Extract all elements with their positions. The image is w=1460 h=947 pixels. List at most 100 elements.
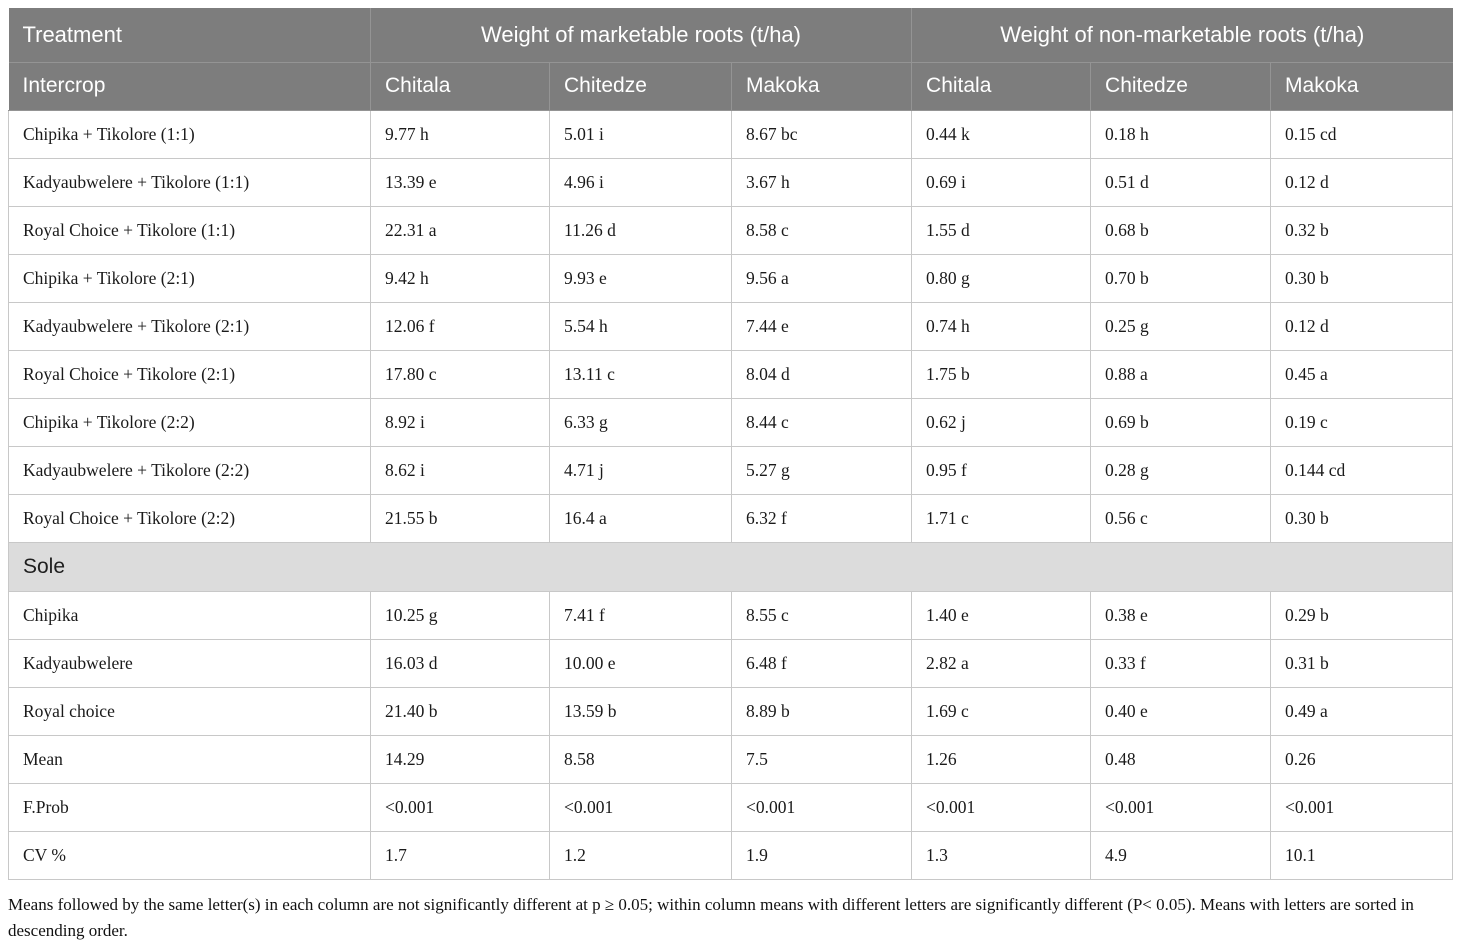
value-cell: 0.12 d (1270, 301, 1454, 351)
treatment-cell: Kadyaubwelere + Tikolore (1:1) (8, 157, 371, 207)
table-row: Chipika 10.25 g 7.41 f 8.55 c 1.40 e 0.3… (8, 590, 1454, 640)
value-cell: 16.4 a (549, 493, 732, 543)
table-row: Kadyaubwelere + Tikolore (2:2) 8.62 i 4.… (8, 445, 1454, 495)
value-cell: 0.15 cd (1270, 109, 1454, 159)
value-cell: 6.33 g (549, 397, 732, 447)
value-cell: 7.44 e (730, 301, 913, 351)
value-cell: 0.70 b (1090, 253, 1272, 303)
value-cell: 0.19 c (1270, 397, 1454, 447)
table-row: Royal Choice + Tikolore (1:1) 22.31 a 11… (8, 205, 1454, 255)
value-cell: 0.48 (1090, 734, 1272, 784)
value-cell: 13.39 e (370, 157, 550, 207)
value-cell: 1.55 d (911, 205, 1092, 255)
value-cell: 13.59 b (549, 686, 732, 736)
group-header-non-marketable: Weight of non-marketable roots (t/ha) (911, 8, 1453, 63)
treatment-cell: Royal choice (8, 686, 371, 736)
section-label: Sole (7, 541, 1454, 592)
treatment-cell: Kadyaubwelere (8, 638, 371, 688)
treatment-cell: CV % (8, 830, 371, 880)
value-cell: 3.67 h (730, 157, 913, 207)
value-cell: 10.00 e (549, 638, 732, 688)
value-cell: 1.7 (370, 830, 550, 880)
table-row: Kadyaubwelere 16.03 d 10.00 e 6.48 f 2.8… (8, 638, 1454, 688)
treatment-cell: Chipika + Tikolore (2:1) (8, 253, 371, 303)
value-cell: 0.45 a (1270, 349, 1454, 399)
value-cell: 1.75 b (911, 349, 1092, 399)
footnote: Means followed by the same letter(s) in … (8, 894, 1414, 940)
value-cell: 0.28 g (1090, 445, 1272, 495)
value-cell: 9.77 h (370, 109, 550, 159)
value-cell: 0.40 e (1090, 686, 1272, 736)
value-cell: 8.62 i (370, 445, 550, 495)
value-cell: 17.80 c (370, 349, 550, 399)
col-header-site-chitedze-nonmarketable: Chitedze (1090, 61, 1272, 111)
value-cell: 0.18 h (1090, 109, 1272, 159)
value-cell: 16.03 d (370, 638, 550, 688)
value-cell: 11.26 d (549, 205, 732, 255)
value-cell: 0.32 b (1270, 205, 1454, 255)
col-header-site-chitedze-marketable: Chitedze (549, 61, 732, 111)
value-cell: 8.58 (549, 734, 732, 784)
value-cell: 0.74 h (911, 301, 1092, 351)
header-group-row: Treatment Weight of marketable roots (t/… (8, 8, 1453, 63)
value-cell: 0.29 b (1270, 590, 1454, 640)
table-row: Royal Choice + Tikolore (2:2) 21.55 b 16… (8, 493, 1454, 543)
section-row-sole: Sole (7, 541, 1454, 592)
value-cell: 12.06 f (370, 301, 550, 351)
value-cell: 5.01 i (549, 109, 732, 159)
value-cell: <0.001 (1090, 782, 1272, 832)
header-site-row: Intercrop Chitala Chitedze Makoka Chital… (8, 61, 1453, 111)
value-cell: 0.56 c (1090, 493, 1272, 543)
table-row: Kadyaubwelere + Tikolore (1:1) 13.39 e 4… (8, 157, 1454, 207)
value-cell: 14.29 (370, 734, 550, 784)
value-cell: 8.55 c (730, 590, 913, 640)
table-row: Kadyaubwelere + Tikolore (2:1) 12.06 f 5… (8, 301, 1454, 351)
value-cell: 0.31 b (1270, 638, 1454, 688)
value-cell: 0.69 b (1090, 397, 1272, 447)
value-cell: <0.001 (1270, 782, 1454, 832)
value-cell: 0.144 cd (1270, 445, 1454, 495)
treatment-cell: Kadyaubwelere + Tikolore (2:1) (8, 301, 371, 351)
treatment-cell: Royal Choice + Tikolore (1:1) (8, 205, 371, 255)
col-header-site-makoka-marketable: Makoka (730, 61, 913, 111)
value-cell: 1.9 (730, 830, 913, 880)
value-cell: 6.32 f (730, 493, 913, 543)
value-cell: <0.001 (549, 782, 732, 832)
value-cell: 8.44 c (730, 397, 913, 447)
table-row: Chipika + Tikolore (2:1) 9.42 h 9.93 e 9… (8, 253, 1454, 303)
value-cell: 4.9 (1090, 830, 1272, 880)
value-cell: 1.2 (549, 830, 732, 880)
treatment-cell: F.Prob (8, 782, 371, 832)
value-cell: 0.12 d (1270, 157, 1454, 207)
treatment-cell: Royal Choice + Tikolore (2:2) (8, 493, 371, 543)
value-cell: 0.69 i (911, 157, 1092, 207)
value-cell: 0.30 b (1270, 493, 1454, 543)
treatment-cell: Chipika + Tikolore (1:1) (8, 109, 371, 159)
table-row: Mean 14.29 8.58 7.5 1.26 0.48 0.26 (8, 734, 1454, 784)
group-header-marketable: Weight of marketable roots (t/ha) (369, 8, 913, 63)
value-cell: <0.001 (370, 782, 550, 832)
value-cell: 8.04 d (730, 349, 913, 399)
value-cell: 0.30 b (1270, 253, 1454, 303)
value-cell: 0.68 b (1090, 205, 1272, 255)
col-header-site-chitala-marketable: Chitala (370, 61, 550, 111)
value-cell: 8.92 i (370, 397, 550, 447)
value-cell: 8.67 bc (730, 109, 913, 159)
value-cell: 0.25 g (1090, 301, 1272, 351)
treatment-cell: Chipika + Tikolore (2:2) (8, 397, 371, 447)
col-header-intercrop: Intercrop (8, 61, 371, 111)
value-cell: 8.89 b (730, 686, 913, 736)
table-row: CV % 1.7 1.2 1.9 1.3 4.9 10.1 (8, 830, 1454, 880)
value-cell: 1.3 (911, 830, 1092, 880)
table-row: Chipika + Tikolore (2:2) 8.92 i 6.33 g 8… (8, 397, 1454, 447)
value-cell: 0.26 (1270, 734, 1454, 784)
value-cell: 1.69 c (911, 686, 1092, 736)
value-cell: 9.56 a (730, 253, 913, 303)
value-cell: 5.27 g (730, 445, 913, 495)
value-cell: 0.95 f (911, 445, 1092, 495)
value-cell: <0.001 (730, 782, 913, 832)
value-cell: 9.42 h (370, 253, 550, 303)
value-cell: 6.48 f (730, 638, 913, 688)
value-cell: 0.62 j (911, 397, 1092, 447)
